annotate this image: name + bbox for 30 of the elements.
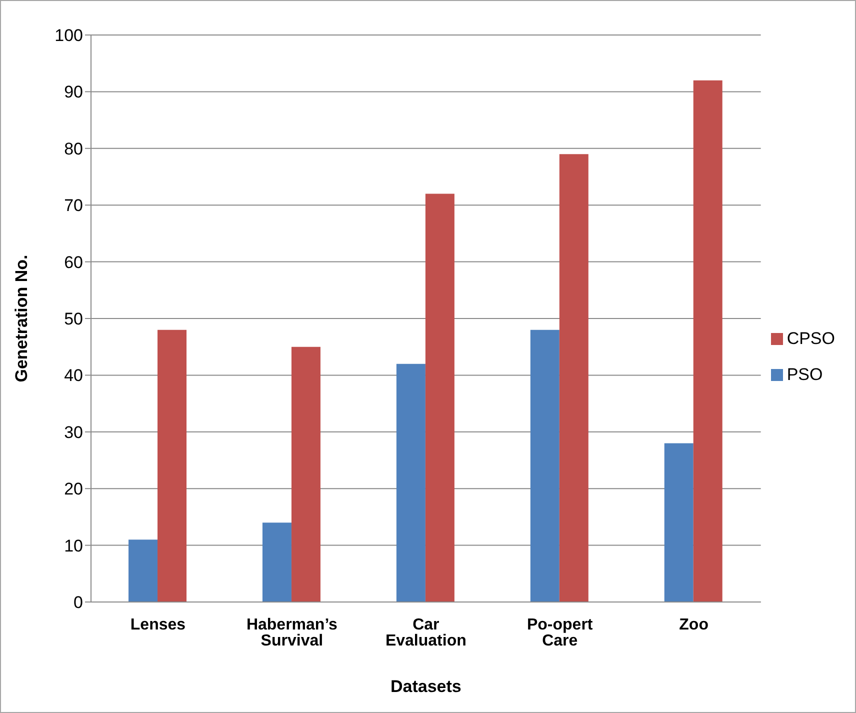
y-tick-label: 70: [64, 196, 83, 216]
y-tick-label: 80: [64, 139, 83, 158]
bar: [559, 154, 588, 602]
bar: [396, 364, 426, 602]
x-tick-label: Car Evaluation: [385, 616, 466, 650]
x-tick-label: Zoo: [679, 616, 709, 634]
bar: [291, 346, 320, 602]
x-tick-label: Po-opert Care: [526, 616, 594, 650]
x-axis-title: Datasets: [390, 677, 462, 696]
bar: [693, 80, 722, 602]
bar: [262, 522, 292, 602]
y-tick-label: 40: [64, 366, 83, 386]
legend-label: CPSO: [786, 328, 835, 348]
bar: [158, 330, 187, 602]
y-tick-label: 10: [64, 536, 83, 556]
bar: [530, 330, 560, 602]
y-axis-title: Genetration No.: [12, 254, 32, 382]
y-tick-label: 30: [64, 422, 83, 442]
y-tick-label: 20: [64, 480, 83, 499]
y-tick-label: 90: [64, 82, 83, 102]
y-tick-label: 100: [54, 26, 83, 46]
bar: [128, 540, 158, 602]
bar: [425, 194, 454, 602]
y-tick-label: 0: [74, 593, 83, 612]
x-tick-label: Haberman’s Survival: [246, 616, 338, 650]
legend-label: PSO: [786, 364, 823, 384]
bar: [664, 443, 694, 602]
x-tick-label: Lenses: [130, 616, 186, 634]
y-tick-label: 60: [64, 252, 83, 272]
y-tick-label: 50: [64, 310, 83, 329]
